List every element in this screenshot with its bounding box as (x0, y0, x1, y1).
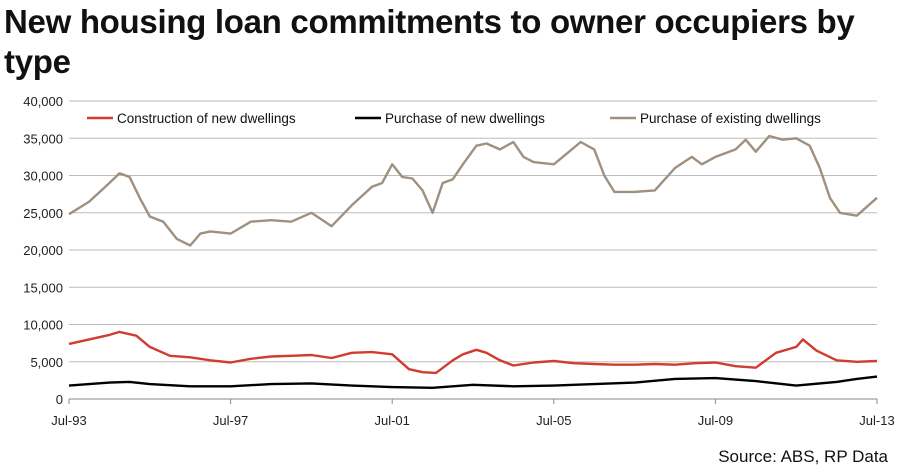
legend-label: Construction of new dwellings (117, 111, 296, 126)
chart-title: New housing loan commitments to owner oc… (4, 3, 855, 80)
x-tick-label: Jul-13 (859, 413, 894, 428)
y-tick-label: 20,000 (23, 243, 63, 258)
y-tick-label: 40,000 (23, 94, 63, 109)
y-tick-label: 25,000 (23, 206, 63, 221)
y-tick-label: 15,000 (23, 280, 63, 295)
series-line (68, 134, 878, 247)
series-lines (68, 134, 878, 389)
legend: Construction of new dwellings Purchase of… (87, 111, 821, 126)
x-tick-label: Jul-01 (374, 413, 409, 428)
x-tick-label: Jul-93 (51, 413, 86, 428)
y-tick-label: 0 (56, 392, 63, 407)
series-line (68, 375, 878, 389)
x-tick-label: Jul-97 (213, 413, 248, 428)
y-tick-label: 30,000 (23, 169, 63, 184)
source-note: Source: ABS, RP Data (718, 447, 888, 466)
x-tick-label: Jul-05 (536, 413, 571, 428)
y-tick-label: 35,000 (23, 131, 63, 146)
y-tick-label: 5,000 (30, 355, 63, 370)
grid (69, 100, 877, 400)
x-tick-label: Jul-09 (698, 413, 733, 428)
y-axis-ticks: 0 5,000 10,000 15,000 20,000 25,000 30,000 35,0… (23, 94, 63, 407)
y-tick-label: 10,000 (23, 318, 63, 333)
legend-label: Purchase of new dwellings (385, 111, 545, 126)
legend-label: Purchase of existing dwellings (640, 111, 821, 126)
series-line (68, 330, 878, 375)
x-axis-ticks: Jul-93 Jul-97 Jul-01 Jul-05 Jul-09 Jul-13 (51, 399, 895, 428)
